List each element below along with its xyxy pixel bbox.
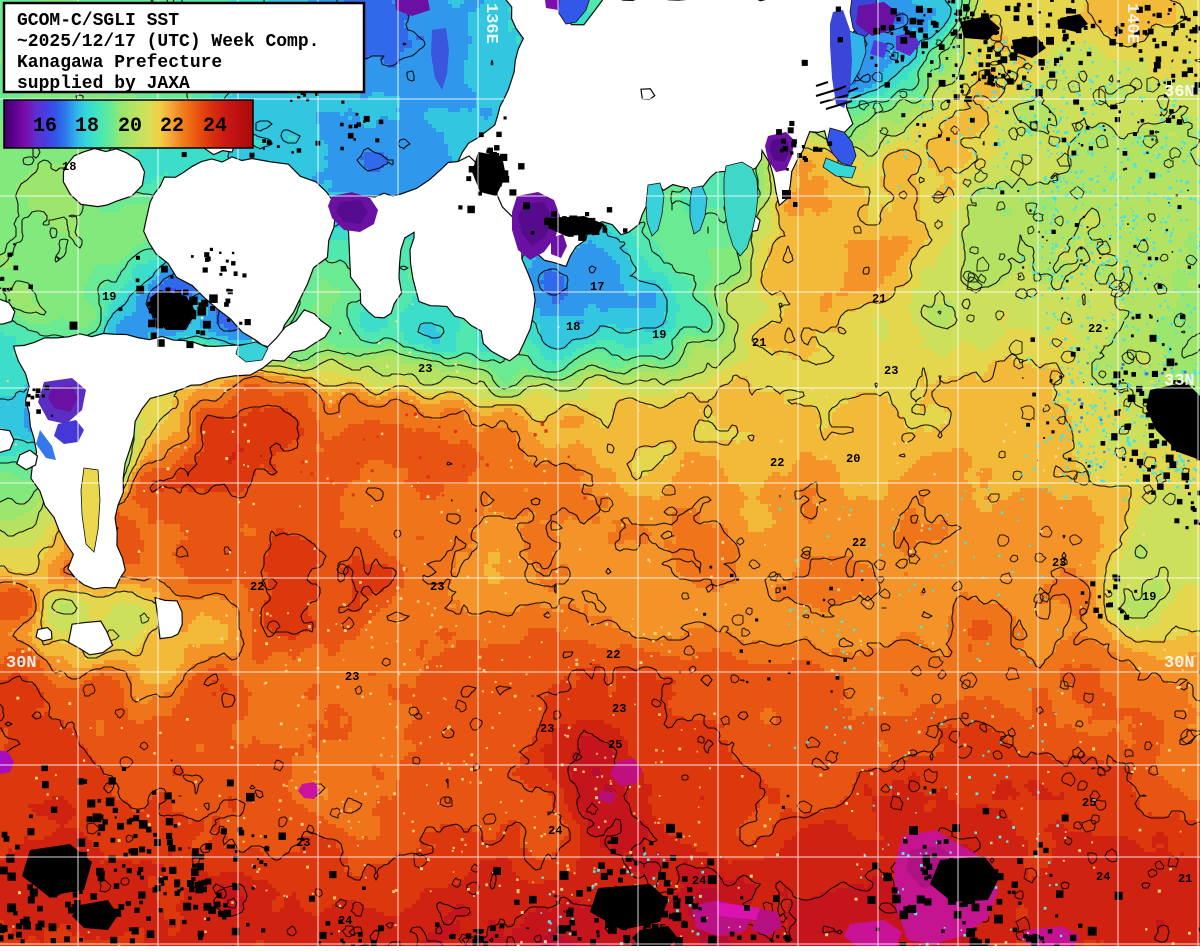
svg-text:25: 25 [1082,796,1096,810]
svg-text:36N: 36N [1164,83,1195,102]
svg-text:GCOM-C/SGLI SST: GCOM-C/SGLI SST [17,11,179,31]
svg-text:136E: 136E [481,3,500,44]
svg-text:23: 23 [540,722,554,736]
svg-text:23: 23 [345,670,359,684]
svg-text:19: 19 [1142,590,1156,604]
svg-text:33N: 33N [1164,372,1195,391]
svg-text:140E: 140E [1122,3,1141,44]
svg-text:22: 22 [606,648,620,662]
svg-text:24: 24 [203,115,227,138]
svg-text:21: 21 [1178,872,1192,886]
svg-text:18: 18 [62,160,76,174]
svg-text:17: 17 [590,280,604,294]
svg-text:22: 22 [160,115,184,138]
svg-text:22: 22 [1088,322,1102,336]
svg-text:23: 23 [612,702,626,716]
svg-text:30N: 30N [6,654,37,673]
svg-text:20: 20 [118,115,142,138]
svg-text:23: 23 [1052,556,1066,570]
svg-text:30N: 30N [1164,654,1195,673]
svg-text:19: 19 [652,328,666,342]
svg-text:23: 23 [418,362,432,376]
svg-text:23: 23 [430,580,444,594]
svg-text:22: 22 [852,536,866,550]
svg-text:25: 25 [652,922,666,936]
svg-text:24: 24 [692,874,706,888]
svg-text:16: 16 [33,115,57,138]
svg-text:24: 24 [548,824,562,838]
svg-text:~2025/12/17 (UTC) Week Comp.: ~2025/12/17 (UTC) Week Comp. [17,32,319,52]
svg-text:25: 25 [608,738,622,752]
svg-text:21: 21 [752,336,766,350]
svg-text:18: 18 [75,115,99,138]
svg-text:20: 20 [846,452,860,466]
svg-text:23: 23 [884,364,898,378]
svg-text:Kanagawa Prefecture: Kanagawa Prefecture [17,53,222,73]
svg-text:22: 22 [770,456,784,470]
svg-text:23: 23 [296,836,310,850]
svg-text:22: 22 [250,580,264,594]
svg-text:19: 19 [102,290,116,304]
svg-text:21: 21 [872,292,886,306]
svg-text:18: 18 [566,320,580,334]
svg-text:24: 24 [1096,870,1110,884]
svg-text:supplied by JAXA: supplied by JAXA [17,74,190,94]
svg-text:24: 24 [338,914,352,928]
